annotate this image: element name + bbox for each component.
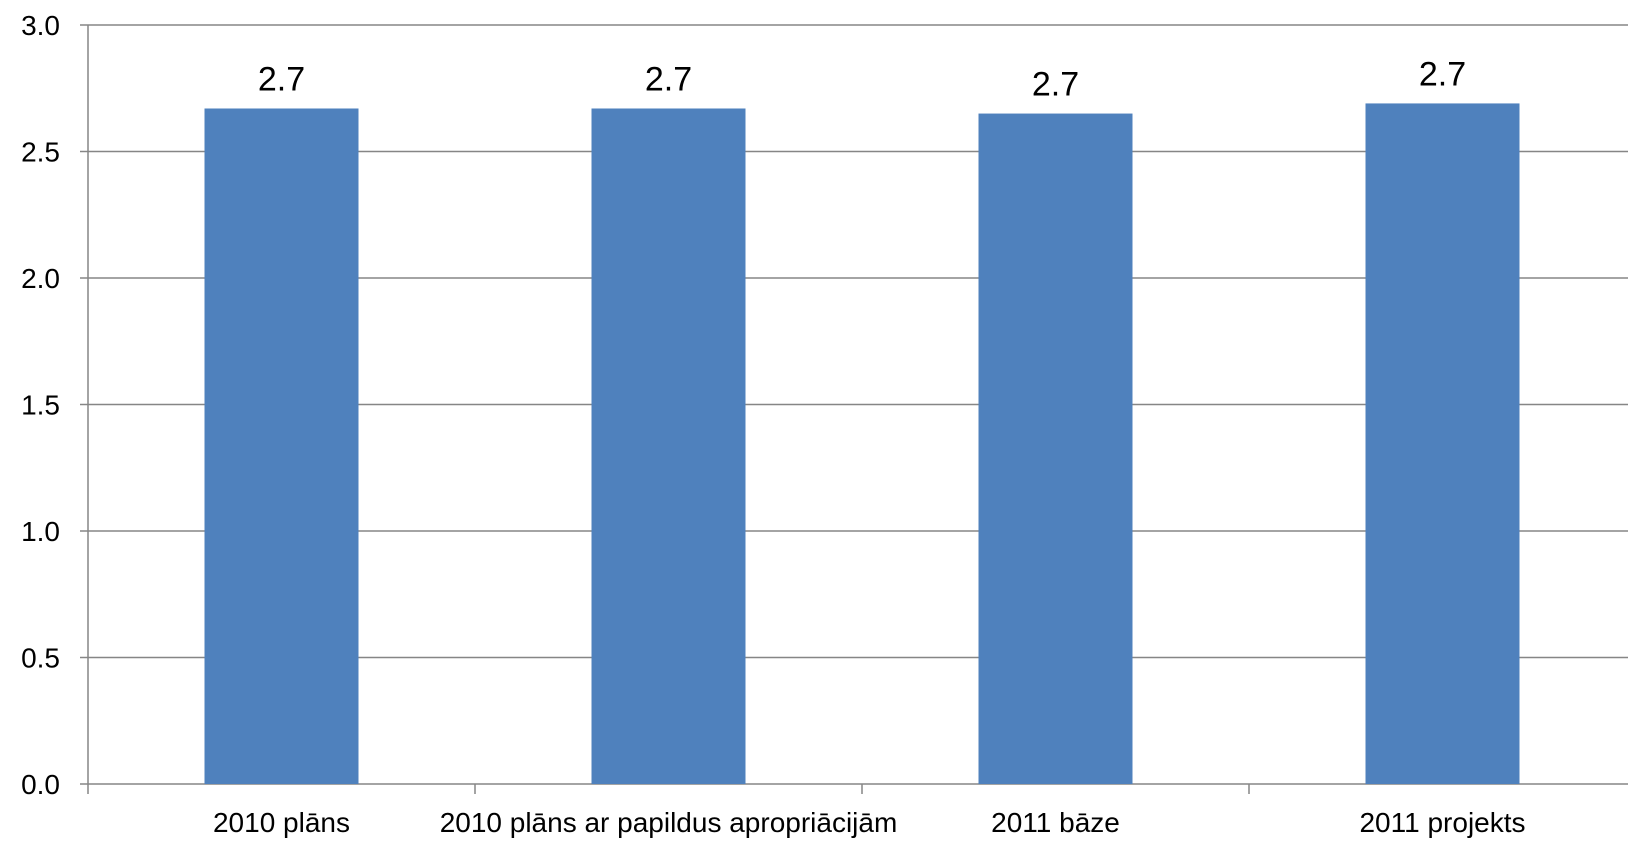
data-label: 2.7 [645,60,692,98]
y-tick-label: 3.0 [21,10,60,41]
data-label: 2.7 [258,60,305,98]
data-label: 2.7 [1032,66,1079,104]
y-tick-label: 2.0 [21,263,60,294]
data-label: 2.7 [1419,55,1466,93]
x-tick-label: 2010 plāns [213,807,350,838]
x-tick-label: 2010 plāns ar papildus apropriācijām [440,807,898,838]
bars [204,103,1520,785]
bar [1365,103,1520,785]
y-tick-label: 1.0 [21,516,60,547]
bar [204,108,359,785]
y-tick-label: 0.5 [21,643,60,674]
y-tick-label: 2.5 [21,137,60,168]
bar [978,113,1133,785]
labels: 0.0 0.5 1.0 1.5 2.0 2.5 3.0 2.7 2010 plāns 2.7 201… [21,10,1525,838]
x-tick-label: 2011 projekts [1359,807,1525,838]
bar [591,108,746,785]
x-tick-label: 2011 bāze [991,807,1120,838]
y-tick-label: 1.5 [21,390,60,421]
y-tick-label: 0.0 [21,769,60,800]
